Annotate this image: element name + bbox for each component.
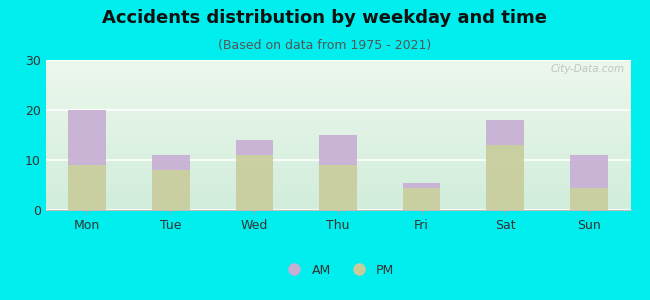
Bar (152, 170, 190, 210)
Bar (486, 145, 524, 210)
Bar (403, 188, 440, 210)
Bar (68, 165, 106, 210)
Bar (319, 165, 357, 210)
Bar (486, 120, 524, 145)
Bar (570, 155, 608, 188)
Bar (68, 110, 106, 165)
Bar (570, 188, 608, 210)
Text: (Based on data from 1975 - 2021): (Based on data from 1975 - 2021) (218, 39, 432, 52)
Text: Accidents distribution by weekday and time: Accidents distribution by weekday and ti… (103, 9, 547, 27)
Bar (403, 182, 440, 188)
Text: City-Data.com: City-Data.com (551, 64, 625, 74)
Bar (235, 140, 273, 155)
Bar (235, 155, 273, 210)
Bar (152, 155, 190, 170)
Legend: AM, PM: AM, PM (277, 259, 399, 282)
Bar (319, 135, 357, 165)
